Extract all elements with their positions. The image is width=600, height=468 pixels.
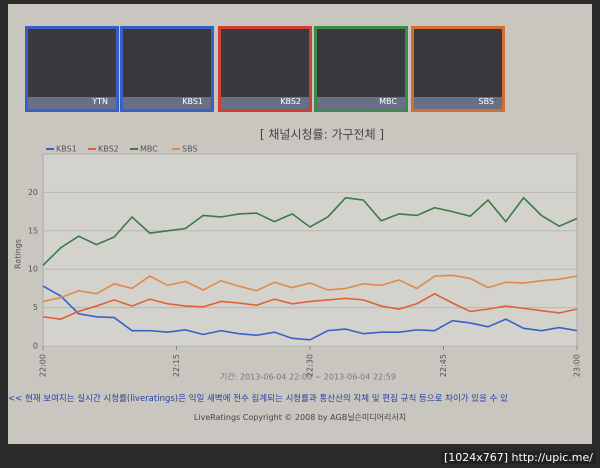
channel-thumbnail[interactable]: SBS	[411, 26, 505, 112]
chart: [ 채널시청률: 가구전체 ] Ratings 기간: 2013-06-04 2…	[14, 128, 582, 382]
y-tick-label: 5	[33, 303, 38, 312]
x-tick-label: 23:00	[573, 354, 582, 377]
copyright: LiveRatings Copyright © 2008 by AGB닐슨미디어…	[193, 413, 407, 422]
plot-frame	[42, 153, 578, 347]
legend-label: KBS1	[56, 145, 77, 154]
series-line	[42, 285, 578, 341]
notice: << 현재 보여지는 실시간 시청률(liveratings)은 익일 새벽에 …	[8, 394, 508, 404]
channel-label: SBS	[414, 97, 502, 109]
x-tick-label: 22:00	[39, 354, 48, 377]
channel-thumbnail[interactable]: KBS1	[120, 26, 214, 112]
x-tick-label: 22:45	[439, 354, 448, 377]
channel-label: YTN	[28, 97, 116, 109]
series-line	[42, 196, 578, 266]
chart-title: [ 채널시청률: 가구전체 ]	[260, 128, 384, 142]
y-tick-label: 10	[28, 265, 38, 274]
legend-label: KBS2	[98, 145, 119, 154]
channel-label: KBS2	[221, 97, 309, 109]
channel-thumbnail[interactable]: YTN	[25, 26, 119, 112]
x-tick-label: 22:15	[172, 354, 181, 377]
y-tick-label: 20	[28, 188, 38, 197]
channel-thumbnail[interactable]: MBC	[314, 26, 408, 112]
channel-label: KBS1	[123, 97, 211, 109]
legend-label: MBC	[140, 145, 158, 154]
channel-thumbnail[interactable]: KBS2	[218, 26, 312, 112]
channel-label: MBC	[317, 97, 405, 109]
y-tick-label: 0	[33, 342, 38, 351]
y-axis-label: Ratings	[14, 239, 23, 269]
legend-label: SBS	[182, 145, 198, 154]
series-line	[42, 292, 578, 320]
series-line	[42, 274, 578, 303]
y-tick-label: 15	[28, 226, 38, 235]
watermark: [1024x767] http://upic.me/	[440, 451, 596, 464]
screen: YTN KBS1 KBS2 MBC SBS [ 채널시청률: 가구전체 ] Rating…	[8, 4, 592, 444]
x-tick-label: 22:30	[306, 354, 315, 377]
date-range: 기간: 2013-06-04 22:00 ~ 2013-06-04 22:59	[220, 372, 396, 382]
